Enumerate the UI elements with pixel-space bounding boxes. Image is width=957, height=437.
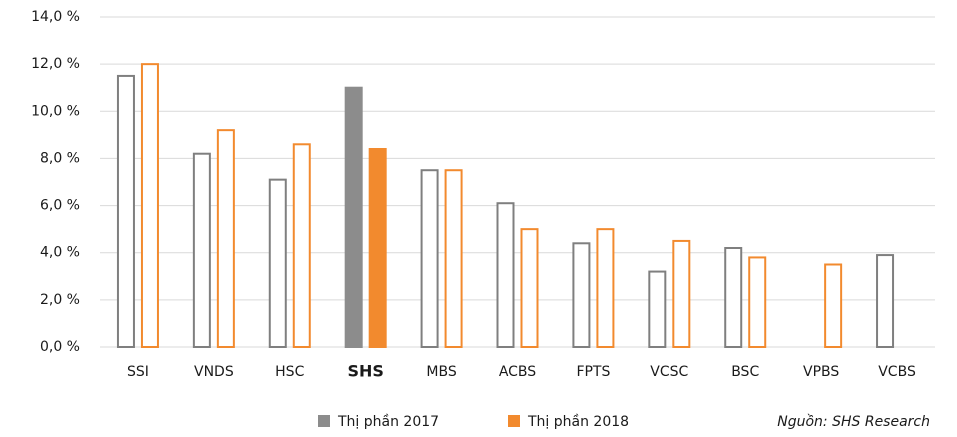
bar — [344, 86, 363, 348]
bar — [824, 263, 843, 348]
bar — [140, 63, 159, 349]
y-tick-label: 6,0 % — [40, 198, 80, 214]
x-tick-label: HSC — [275, 364, 304, 380]
y-tick-label: 10,0 % — [31, 103, 80, 119]
legend-label: Thị phần 2017 — [337, 414, 439, 430]
bar — [724, 247, 743, 348]
y-tick-label: 14,0 % — [31, 9, 80, 25]
legend-swatch — [508, 415, 520, 427]
bar — [748, 256, 767, 348]
x-tick-label: BSC — [731, 364, 759, 380]
x-tick-label: VCBS — [878, 364, 916, 380]
bar — [368, 148, 387, 348]
bar — [216, 129, 235, 348]
y-tick-label: 8,0 % — [40, 150, 80, 166]
bar — [496, 202, 515, 348]
bar — [192, 152, 211, 348]
legend-label: Thị phần 2018 — [527, 414, 629, 430]
x-tick-label: ACBS — [499, 364, 536, 380]
bar — [648, 270, 667, 349]
bar — [876, 254, 895, 348]
bar — [596, 228, 615, 348]
bar — [444, 169, 463, 348]
x-tick-label: VPBS — [803, 364, 839, 380]
x-tick-label: VNDS — [194, 364, 234, 380]
bar — [292, 143, 311, 348]
legend-swatch — [318, 415, 330, 427]
y-tick-label: 2,0 % — [40, 292, 80, 308]
bar — [420, 169, 439, 348]
x-tick-label: SHS — [347, 362, 383, 381]
x-tick-label: SSI — [127, 364, 149, 380]
x-tick-label: FPTS — [576, 364, 610, 380]
bar — [268, 178, 287, 348]
x-tick-label: VCSC — [650, 364, 688, 380]
y-tick-label: 12,0 % — [31, 56, 80, 72]
source-note: Nguồn: SHS Research — [777, 413, 930, 430]
bar — [116, 74, 135, 349]
bar — [572, 242, 591, 349]
bar — [672, 239, 691, 348]
x-tick-label: MBS — [426, 364, 456, 380]
bar — [520, 228, 539, 348]
y-tick-label: 0,0 % — [40, 339, 80, 355]
y-tick-label: 4,0 % — [40, 245, 80, 261]
